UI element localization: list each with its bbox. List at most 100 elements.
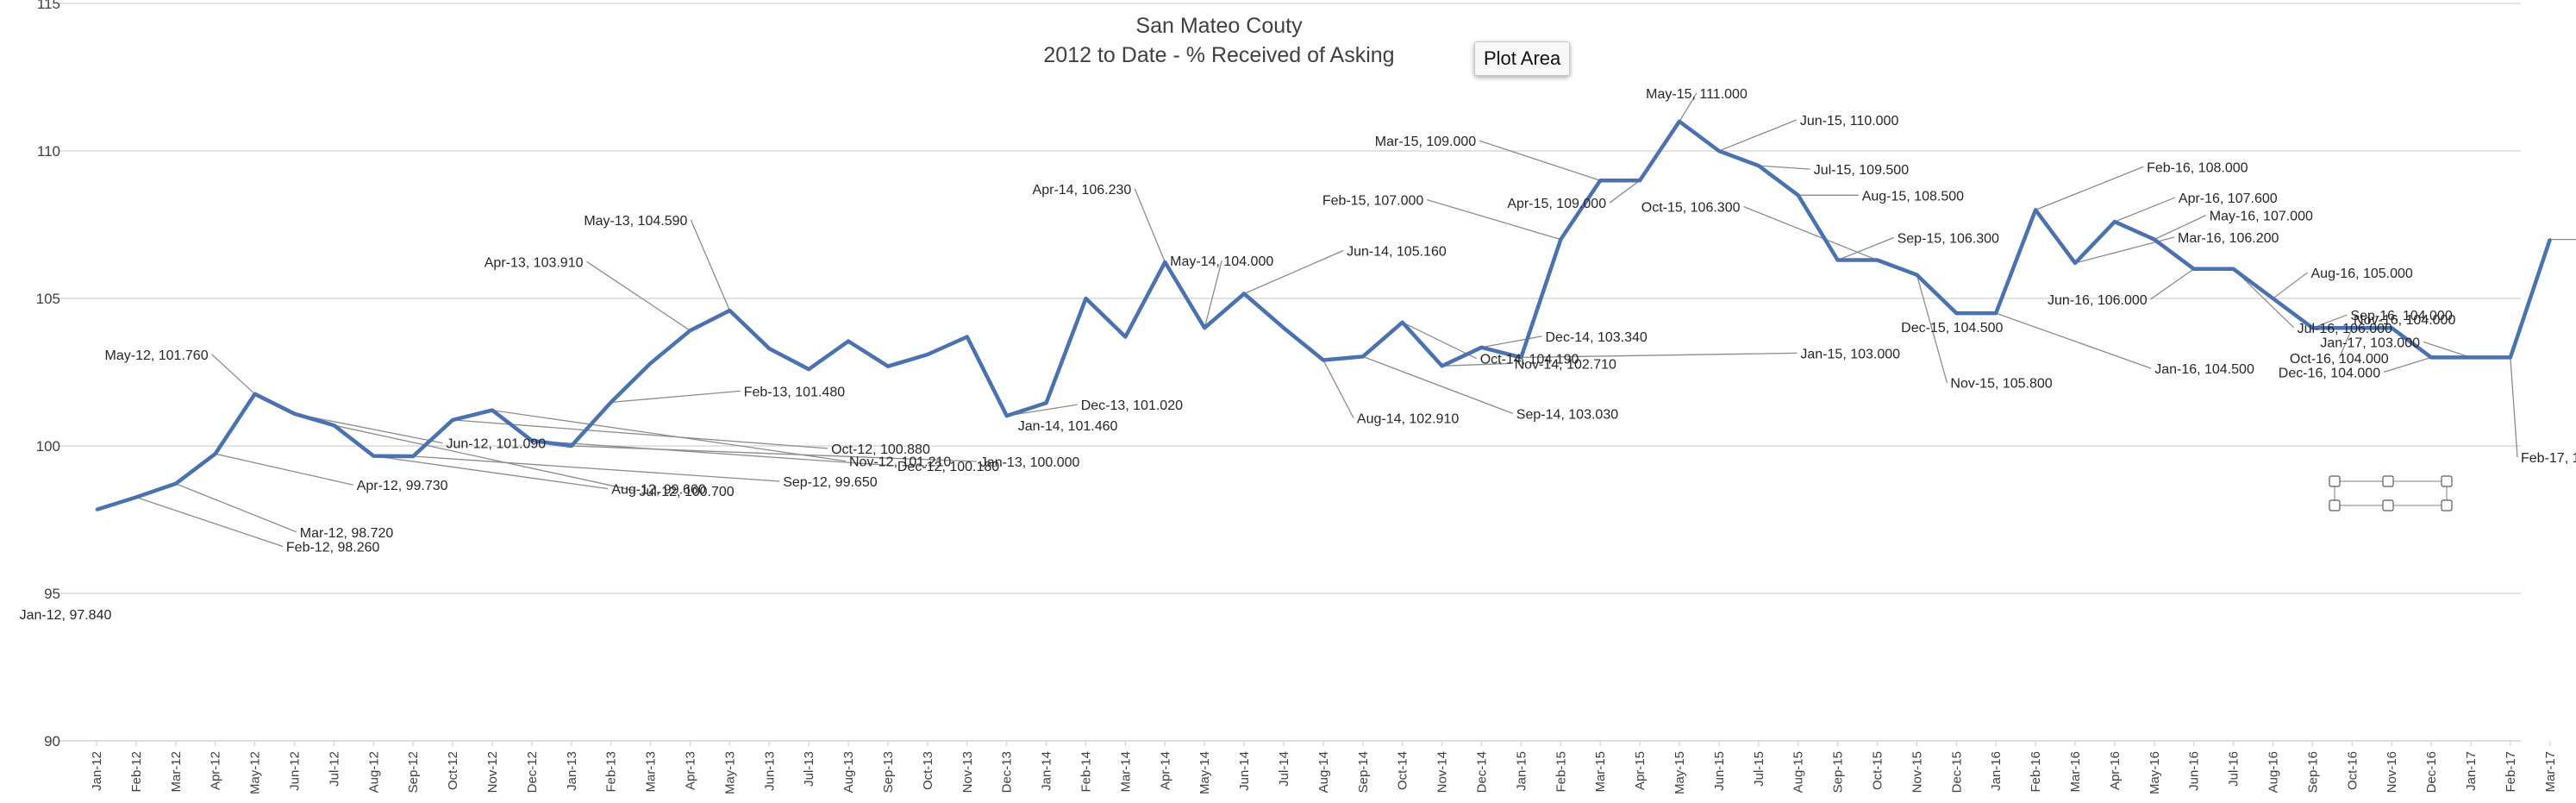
data-label[interactable]: Apr-16, 107.600 bbox=[2179, 191, 2278, 206]
data-label[interactable]: Jan-12, 97.840 bbox=[20, 608, 112, 623]
data-label[interactable]: Sep-14, 103.030 bbox=[1516, 407, 1618, 422]
data-label[interactable]: Dec-13, 101.020 bbox=[1081, 398, 1183, 413]
data-label[interactable]: Aug-15, 108.500 bbox=[1862, 189, 1964, 204]
data-label[interactable]: Nov-15, 105.800 bbox=[1950, 377, 2052, 392]
data-label[interactable]: Aug-14, 102.910 bbox=[1357, 411, 1459, 426]
x-tick-label: Mar-16 bbox=[2068, 751, 2083, 793]
y-tick-label: 100 bbox=[36, 438, 60, 455]
data-label[interactable]: Aug-16, 105.000 bbox=[2311, 267, 2413, 281]
data-label[interactable]: May-16, 107.000 bbox=[2210, 210, 2313, 224]
data-label[interactable]: Oct-14, 104.190 bbox=[1480, 353, 1579, 367]
data-point bbox=[1401, 321, 1404, 324]
label-leader-line bbox=[571, 445, 977, 462]
x-tick-label: May-12 bbox=[248, 751, 263, 794]
data-label[interactable]: May-13, 104.590 bbox=[584, 214, 687, 229]
data-label[interactable]: Mar-16, 106.200 bbox=[2178, 231, 2279, 246]
x-tick-label: Nov-14 bbox=[1435, 751, 1450, 793]
data-label[interactable]: Dec-16, 104.000 bbox=[2279, 366, 2380, 380]
data-label[interactable]: Mar-15, 109.000 bbox=[1375, 135, 1477, 149]
data-label[interactable]: Oct-12, 100.880 bbox=[831, 442, 930, 457]
data-point bbox=[451, 418, 454, 422]
data-label[interactable]: Jan-17, 103.000 bbox=[2320, 336, 2420, 350]
label-leader-line bbox=[1679, 92, 1698, 122]
data-label[interactable]: Jan-15, 103.000 bbox=[1800, 347, 1900, 361]
data-label[interactable]: Jan-14, 101.460 bbox=[1018, 419, 1118, 434]
data-point bbox=[1005, 414, 1009, 417]
data-label[interactable]: May-15, 111.000 bbox=[1646, 87, 1748, 102]
data-point bbox=[1598, 179, 1602, 182]
data-label[interactable]: Jun-14, 105.160 bbox=[1347, 245, 1447, 260]
data-point bbox=[1045, 401, 1048, 405]
x-tick-label: Jan-16 bbox=[1989, 751, 2004, 791]
data-label[interactable]: Apr-15, 109.000 bbox=[1507, 197, 1606, 211]
data-label[interactable]: Jun-16, 106.000 bbox=[2048, 293, 2148, 308]
data-label[interactable]: Feb-16, 108.000 bbox=[2147, 160, 2248, 175]
data-label[interactable]: Jul-15, 109.500 bbox=[1814, 163, 1909, 178]
data-label[interactable]: Feb-13, 101.480 bbox=[744, 385, 846, 399]
data-label[interactable]: Feb-12, 98.260 bbox=[286, 541, 380, 555]
data-label[interactable]: Sep-15, 106.300 bbox=[1898, 232, 1999, 247]
x-tick-label: Aug-12 bbox=[366, 751, 381, 793]
data-label[interactable]: Jan-16, 104.500 bbox=[2154, 362, 2254, 377]
data-label[interactable]: Jul-12, 100.700 bbox=[639, 485, 734, 499]
chart-subtitle: 2012 to Date - % Received of Asking bbox=[1043, 43, 1394, 67]
label-leader-line bbox=[1995, 312, 2152, 369]
data-label[interactable]: Dec-15, 104.500 bbox=[1901, 321, 2003, 336]
data-label[interactable]: Dec-14, 103.340 bbox=[1546, 330, 1648, 345]
data-label[interactable]: Sep-12, 99.650 bbox=[783, 475, 878, 490]
data-label[interactable]: Dec-12, 100.180 bbox=[897, 460, 999, 474]
x-tick-label: Feb-13 bbox=[604, 751, 619, 793]
label-leader-line bbox=[1758, 165, 1810, 170]
data-point bbox=[2153, 238, 2156, 242]
data-label[interactable]: Apr-13, 103.910 bbox=[485, 255, 584, 270]
data-point bbox=[767, 347, 771, 350]
x-tick-label: Sep-14 bbox=[1356, 751, 1371, 793]
data-label[interactable]: Sep-16, 104.000 bbox=[2350, 309, 2452, 323]
resize-handle[interactable] bbox=[2441, 499, 2453, 511]
data-label[interactable]: Jul-16, 106.000 bbox=[2298, 322, 2392, 336]
x-tick-label: Jan-15 bbox=[1514, 751, 1529, 791]
resize-handle[interactable] bbox=[2329, 499, 2341, 511]
data-label[interactable]: May-14, 104.000 bbox=[1170, 254, 1273, 269]
data-point bbox=[174, 482, 178, 486]
resize-handle[interactable] bbox=[2441, 475, 2453, 487]
data-label[interactable]: Aug-12, 99.660 bbox=[611, 483, 706, 498]
x-tick-label: Mar-14 bbox=[1118, 751, 1133, 793]
data-label[interactable]: Jun-15, 110.000 bbox=[1800, 114, 1899, 129]
x-tick-label: Apr-16 bbox=[2108, 751, 2123, 790]
data-label[interactable]: Nov-12, 101.210 bbox=[849, 455, 951, 470]
x-tick-label: Feb-17 bbox=[2504, 751, 2518, 793]
data-point bbox=[2509, 355, 2512, 359]
x-tick-label: Apr-15 bbox=[1633, 751, 1648, 790]
x-tick-label: Oct-12 bbox=[446, 751, 460, 790]
selected-label-handles[interactable] bbox=[2329, 475, 2453, 511]
data-point bbox=[1757, 164, 1760, 167]
resize-handle[interactable] bbox=[2382, 499, 2394, 511]
x-tick-label: Dec-12 bbox=[525, 751, 540, 793]
data-point bbox=[1954, 311, 1958, 315]
data-label[interactable]: Feb-15, 107.000 bbox=[1322, 194, 1424, 209]
data-label[interactable]: Mar-12, 98.720 bbox=[300, 526, 394, 541]
label-leader-line bbox=[373, 455, 609, 490]
label-leader-line bbox=[586, 260, 691, 331]
label-leader-line bbox=[2423, 341, 2472, 359]
resize-handle[interactable] bbox=[2329, 475, 2341, 487]
data-point bbox=[411, 455, 415, 458]
data-label[interactable]: May-12, 101.760 bbox=[105, 348, 209, 363]
data-point bbox=[2232, 267, 2235, 271]
data-label[interactable]: Apr-12, 99.730 bbox=[357, 479, 448, 493]
data-label[interactable]: Jun-12, 101.090 bbox=[447, 437, 547, 452]
data-label[interactable]: Nov-14, 102.710 bbox=[1515, 357, 1616, 372]
data-label[interactable]: Apr-14, 106.230 bbox=[1033, 183, 1132, 198]
data-point bbox=[2429, 355, 2433, 359]
data-label[interactable]: Nov-16, 104.000 bbox=[2354, 313, 2455, 328]
data-label[interactable]: Feb-17, 103.000 bbox=[2521, 451, 2576, 466]
data-label[interactable]: Jan-13, 100.000 bbox=[980, 455, 1080, 470]
data-point bbox=[2390, 326, 2393, 329]
label-leader-line bbox=[294, 413, 443, 444]
x-tick-label: Jan-12 bbox=[90, 751, 104, 791]
data-label[interactable]: Oct-15, 106.300 bbox=[1641, 201, 1741, 216]
data-point bbox=[2350, 326, 2354, 329]
data-label[interactable]: Oct-16, 104.000 bbox=[2290, 352, 2389, 367]
resize-handle[interactable] bbox=[2382, 475, 2394, 487]
